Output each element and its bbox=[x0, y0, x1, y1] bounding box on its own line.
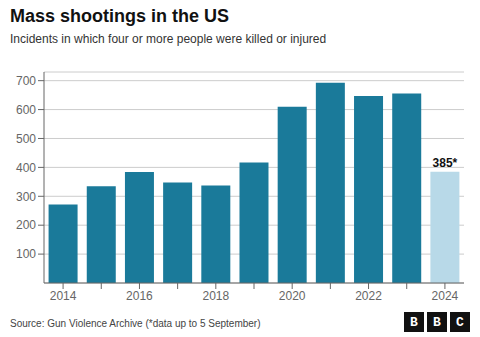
html-text:Mass shootings in the US: Mass shootings in the US bbox=[10, 6, 229, 26]
html-text:Incidents in which four or mor: Incidents in which four or more people w… bbox=[10, 32, 327, 46]
svg-text:2020: 2020 bbox=[279, 289, 306, 303]
svg-text:2022: 2022 bbox=[355, 289, 382, 303]
svg-text:500: 500 bbox=[16, 132, 36, 146]
svg-text:2016: 2016 bbox=[126, 289, 153, 303]
svg-text:2014: 2014 bbox=[50, 289, 77, 303]
html-text:C: C bbox=[456, 314, 464, 330]
svg-text:2024: 2024 bbox=[432, 289, 459, 303]
svg-text:700: 700 bbox=[16, 74, 36, 88]
svg-text:2018: 2018 bbox=[202, 289, 229, 303]
html-text:Source: Gun Violence Archive (: Source: Gun Violence Archive (*data up t… bbox=[10, 318, 261, 329]
html-text:B: B bbox=[433, 314, 441, 330]
svg-text:385*: 385* bbox=[433, 156, 458, 170]
svg-text:100: 100 bbox=[16, 247, 36, 261]
svg-text:400: 400 bbox=[16, 161, 36, 175]
svg-text:300: 300 bbox=[16, 190, 36, 204]
svg-text:600: 600 bbox=[16, 103, 36, 117]
html-text:B: B bbox=[410, 314, 418, 330]
svg-text:200: 200 bbox=[16, 218, 36, 232]
